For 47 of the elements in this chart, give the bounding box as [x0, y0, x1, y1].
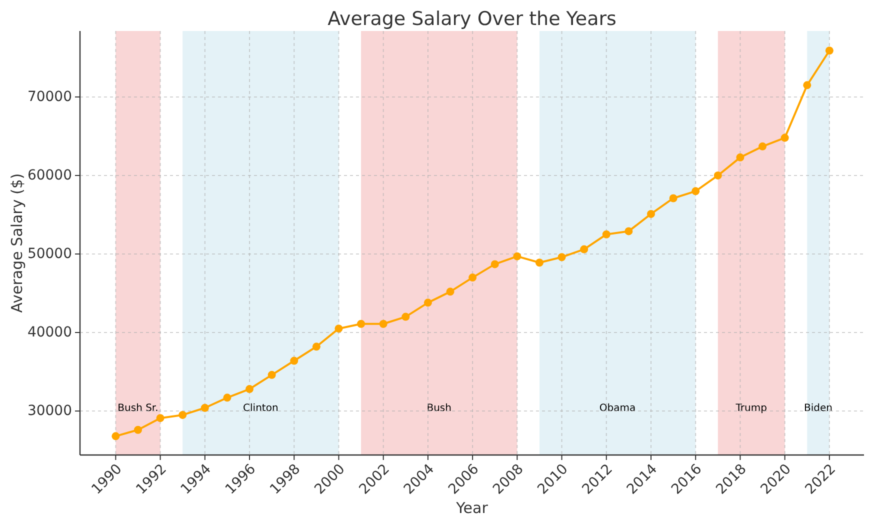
y-tick-label: 50000 — [27, 246, 72, 262]
band-label: Bush Sr. — [118, 403, 158, 414]
point — [200, 404, 209, 412]
point — [134, 426, 142, 434]
point — [246, 385, 254, 394]
point — [646, 210, 655, 218]
point — [312, 342, 320, 351]
band-label: Bush — [426, 403, 452, 414]
point — [112, 432, 120, 440]
point — [558, 253, 566, 262]
point — [580, 245, 588, 254]
y-tick-label: 40000 — [27, 324, 72, 340]
point — [446, 288, 454, 296]
y-tick-label: 60000 — [27, 167, 72, 184]
point — [513, 252, 522, 260]
band-label: Trump — [734, 403, 767, 414]
point — [669, 194, 678, 202]
chart-title: Average Salary Over the Years — [328, 8, 616, 30]
point — [825, 46, 834, 55]
x-axis-title: Year — [455, 499, 489, 517]
point — [602, 230, 610, 238]
point — [758, 142, 767, 150]
point — [692, 187, 700, 196]
point — [178, 410, 187, 419]
y-tick-label: 30000 — [27, 402, 72, 419]
point — [780, 134, 789, 142]
point — [334, 324, 343, 333]
point — [736, 153, 744, 162]
point — [268, 370, 276, 379]
band-label: Biden — [804, 403, 833, 414]
point — [624, 227, 633, 236]
point — [468, 274, 477, 282]
point — [535, 258, 544, 267]
point — [490, 260, 499, 268]
point — [402, 312, 410, 321]
point — [290, 356, 298, 365]
point — [357, 320, 366, 328]
point — [424, 298, 432, 307]
point — [714, 171, 722, 180]
point — [803, 81, 812, 90]
point — [156, 414, 164, 422]
band-label: Clinton — [243, 403, 278, 414]
y-tick-label: 70000 — [27, 88, 72, 105]
band-label: Obama — [599, 403, 636, 414]
y-axis-title: Average Salary ($) — [8, 173, 26, 313]
point — [223, 394, 232, 402]
point — [379, 320, 388, 328]
